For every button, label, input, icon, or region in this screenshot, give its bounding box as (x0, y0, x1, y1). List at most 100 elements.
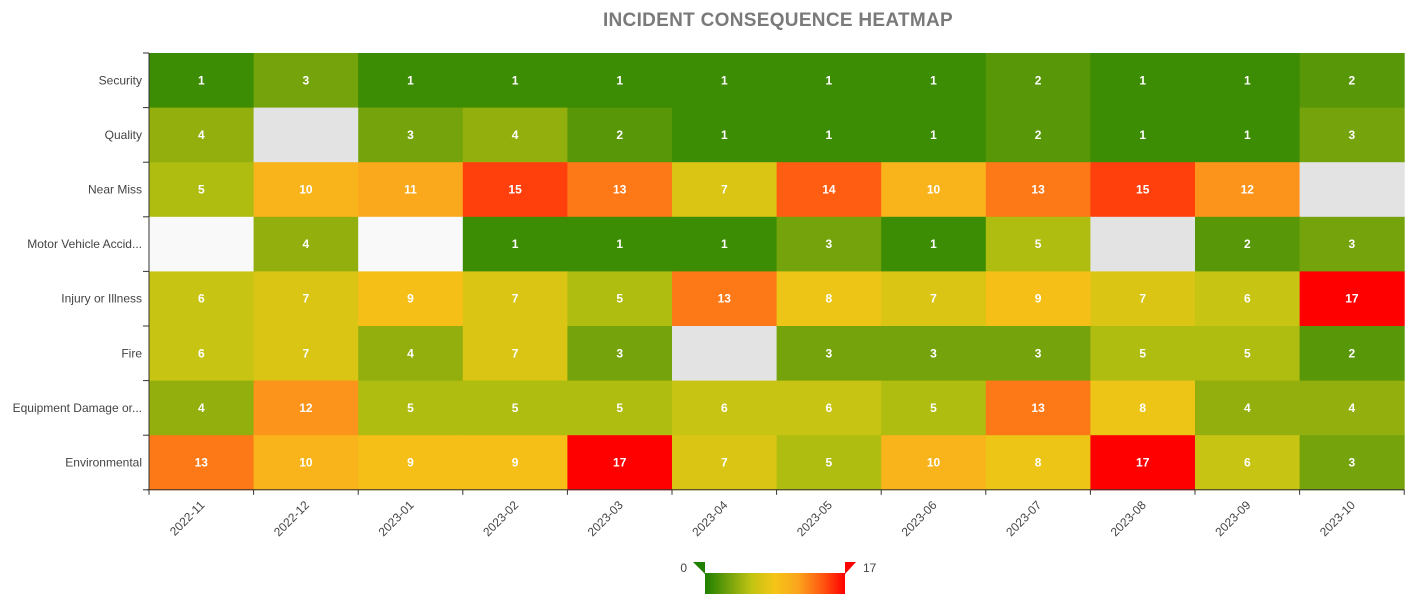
x-tick-label: 2023-02 (480, 498, 521, 539)
heatmap-cell (985, 53, 1091, 109)
cell-value-label: 6 (198, 346, 205, 360)
cell-value-label: 2 (1244, 237, 1251, 251)
cell-value-label: 2 (1349, 73, 1356, 87)
heatmap-cell (149, 326, 255, 382)
cell-value-label: 8 (1035, 456, 1042, 470)
heatmap-cell (985, 162, 1091, 218)
heatmap-cell (1195, 380, 1301, 436)
cell-value-label: 5 (616, 401, 623, 415)
cell-value-label: 2 (1035, 73, 1042, 87)
cell-value-label: 1 (512, 73, 519, 87)
heatmap-cell (253, 326, 359, 382)
cell-value-label: 6 (721, 401, 728, 415)
cell-value-label: 13 (1031, 401, 1045, 415)
heatmap-cell (253, 435, 359, 491)
legend-min-label: 0 (680, 561, 687, 575)
heatmap-cell (358, 107, 464, 163)
cell-value-label: 3 (1349, 237, 1356, 251)
heatmap-cell (1090, 162, 1196, 218)
heatmap-cell (881, 216, 987, 272)
cell-value-label: 3 (826, 237, 833, 251)
cell-value-label: 4 (303, 237, 310, 251)
y-tick-label: Fire (121, 346, 142, 360)
heatmap-cell (567, 271, 673, 327)
heatmap-cell (253, 107, 359, 163)
cell-value-label: 5 (930, 401, 937, 415)
cell-value-label: 3 (1349, 128, 1356, 142)
x-tick-label: 2023-09 (1212, 498, 1253, 539)
heatmap-cell (1299, 380, 1405, 436)
cell-value-label: 17 (613, 456, 627, 470)
cell-value-label: 11 (404, 183, 417, 197)
cell-value-label: 12 (299, 401, 313, 415)
cell-value-label: 5 (616, 292, 623, 306)
heatmap-cell (253, 162, 359, 218)
cell-value-label: 5 (512, 401, 519, 415)
heatmap-cell (1195, 162, 1301, 218)
heatmap-cell (881, 53, 987, 109)
heatmap-cell (1090, 326, 1196, 382)
x-tick-label: 2023-01 (376, 498, 417, 539)
heatmap-cell (149, 53, 255, 109)
cell-value-label: 7 (512, 346, 519, 360)
cell-value-label: 8 (1139, 401, 1146, 415)
legend-max-label: 17 (863, 561, 877, 575)
cell-value-label: 10 (299, 456, 313, 470)
cell-value-label: 4 (1244, 401, 1251, 415)
heatmap-cell (1090, 380, 1196, 436)
heatmap-cell (358, 326, 464, 382)
x-tick-label: 2022-12 (271, 498, 312, 539)
heatmap-cell (1195, 326, 1301, 382)
heatmap-cell (672, 380, 778, 436)
cell-value-label: 1 (198, 73, 205, 87)
cell-value-label: 5 (1035, 237, 1042, 251)
y-tick-label: Quality (105, 128, 142, 142)
cell-value-label: 3 (303, 73, 310, 87)
x-tick-label: 2022-11 (167, 498, 208, 539)
cell-value-label: 17 (1345, 292, 1359, 306)
cell-value-label: 1 (1139, 73, 1146, 87)
heatmap-cells: 1 3 1 1 1 1 1 1 2 1 1 24 3 4 2 1 1 1 2 1 1 35 10 11 15 13 7 14 10 13 1… (149, 53, 1405, 491)
x-tick-label: 2023-06 (899, 498, 940, 539)
cell-value-label: 10 (927, 183, 941, 197)
cell-value-label: 9 (407, 292, 414, 306)
cell-value-label: 12 (1241, 183, 1255, 197)
y-tick-label: Environmental (65, 456, 142, 470)
cell-value-label: 4 (407, 346, 414, 360)
color-legend-bar (705, 573, 845, 594)
heatmap-cell (985, 380, 1091, 436)
heatmap-cell (1299, 162, 1405, 218)
y-tick-label: Equipment Damage or... (13, 401, 142, 415)
cell-value-label: 17 (1136, 456, 1150, 470)
heatmap-cell (253, 216, 359, 272)
heatmap-cell (881, 271, 987, 327)
heatmap-cell (776, 216, 882, 272)
x-tick-label: 2023-08 (1108, 498, 1149, 539)
cell-value-label: 1 (826, 128, 833, 142)
heatmap-cell (881, 380, 987, 436)
heatmap-cell (1299, 326, 1405, 382)
cell-value-label: 3 (930, 346, 937, 360)
heatmap-cell (358, 162, 464, 218)
heatmap-cell (672, 53, 778, 109)
cell-value-label: 1 (616, 73, 623, 87)
x-tick-label: 2023-07 (1003, 498, 1044, 539)
cell-value-label: 1 (616, 237, 623, 251)
heatmap-cell (881, 435, 987, 491)
heatmap-cell (672, 162, 778, 218)
heatmap-cell (672, 271, 778, 327)
cell-value-label: 7 (721, 456, 728, 470)
cell-value-label: 1 (930, 237, 937, 251)
heatmap-cell (567, 107, 673, 163)
cell-value-label: 4 (512, 128, 519, 142)
chart-title: INCIDENT CONSEQUENCE HEATMAP (602, 10, 954, 31)
heatmap-cell (1090, 435, 1196, 491)
x-tick-label: 2023-04 (689, 498, 730, 539)
cell-value-label: 7 (303, 292, 310, 306)
heatmap-cell (776, 107, 882, 163)
heatmap-cell (1299, 53, 1405, 109)
legend-min-marker (693, 562, 705, 574)
cell-value-label: 15 (508, 183, 522, 197)
heatmap-cell (985, 435, 1091, 491)
